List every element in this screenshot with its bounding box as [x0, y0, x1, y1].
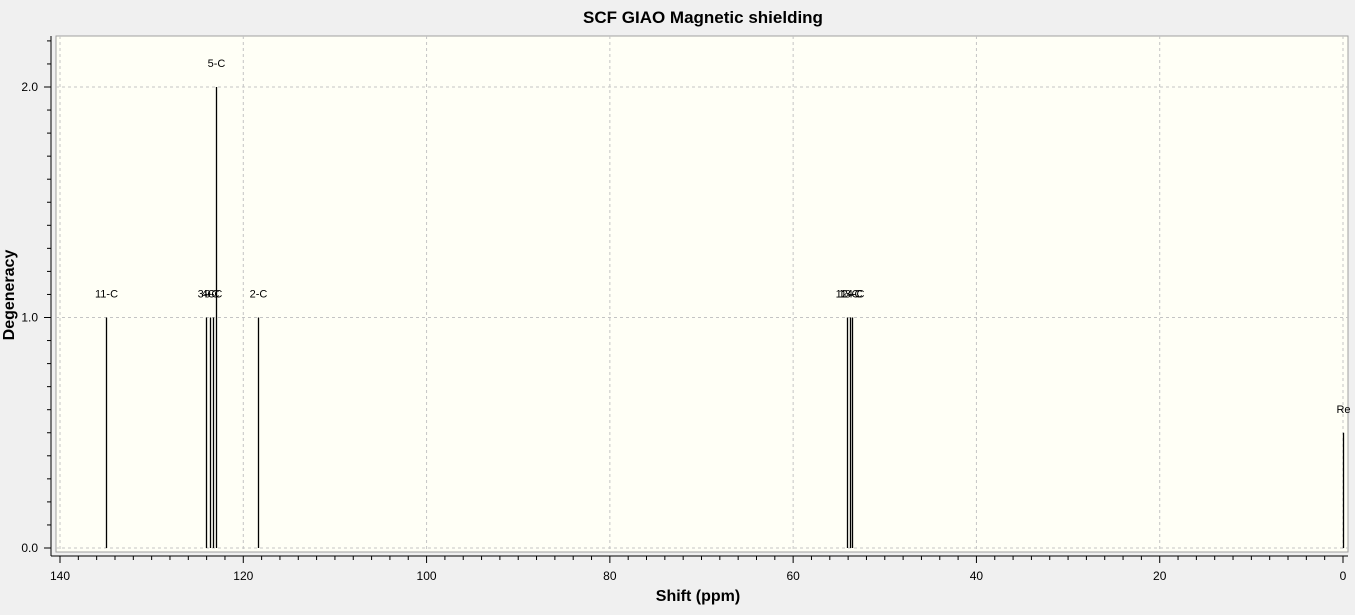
x-tick-label: 20	[1153, 569, 1167, 583]
y-tick-label: 2.0	[21, 80, 38, 94]
peak-label: 14-C	[841, 289, 865, 301]
peak-label: 2-C	[250, 289, 268, 301]
peak-label: 13-C	[839, 289, 863, 301]
y-axis-label: Degeneracy	[1, 250, 18, 341]
peak-label: 4-C	[202, 289, 220, 301]
y-tick-label: 0.0	[21, 541, 38, 555]
peak-label: 5-C	[208, 58, 226, 70]
x-tick-label: 80	[603, 569, 617, 583]
peak-label: Re	[1336, 404, 1350, 416]
x-tick-label: 40	[970, 569, 984, 583]
x-axis-label: Shift (ppm)	[656, 588, 740, 605]
peak-label: 11-C	[95, 289, 118, 301]
chart-title: SCF GIAO Magnetic shielding	[583, 8, 823, 27]
plot-area: 140 120 100 80 60 40 20 0 0.0 1.0 2.0 11-C 3-C4-C9-C…	[21, 35, 1351, 583]
x-tick-label: 100	[417, 569, 437, 583]
x-tick-label: 140	[50, 569, 70, 583]
x-tick-label: 0	[1340, 569, 1347, 583]
peak-label: 9-C	[205, 289, 223, 301]
x-tick-label: 120	[233, 569, 253, 583]
x-tick-label: 60	[786, 569, 800, 583]
peak-label: 12-C	[836, 289, 860, 301]
plot-background	[55, 35, 1349, 553]
y-tick-label: 1.0	[21, 311, 38, 325]
peak-label: 3-C	[198, 289, 216, 301]
